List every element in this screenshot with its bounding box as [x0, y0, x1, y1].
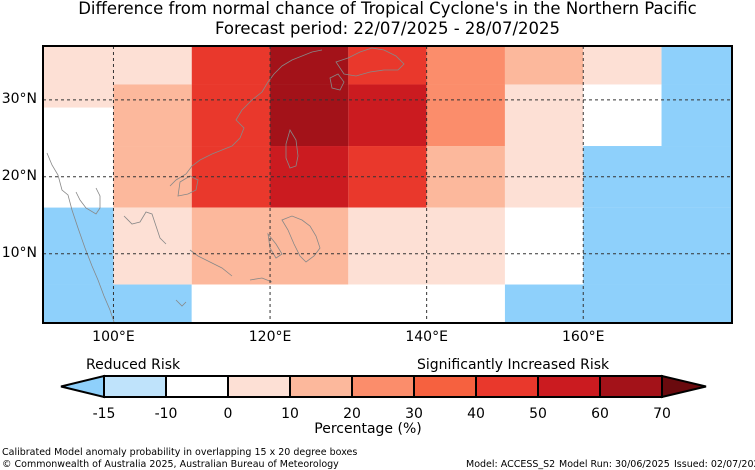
anomaly-cell: [661, 46, 732, 85]
coastline-segment: [169, 49, 323, 187]
colorbar-tick-label: 10: [281, 406, 299, 422]
anomaly-cell: [113, 84, 192, 147]
colorbar-tick-label: -15: [92, 406, 116, 422]
colorbar-bin: [165, 375, 229, 398]
anomaly-cell: [583, 207, 732, 285]
anomaly-cell: [191, 46, 271, 85]
colorbar-under-arrow: [60, 374, 105, 399]
coastline-segment: [175, 299, 187, 307]
anomaly-cell: [270, 84, 349, 147]
colorbar-over-arrow: [661, 374, 707, 399]
colorbar-bin: [351, 375, 415, 398]
colorbar-bin: [227, 375, 291, 398]
issued-date: Issued: 02/07/2025: [674, 459, 755, 470]
chart-title: Difference from normal chance of Tropica…: [78, 0, 697, 18]
colorbar-bin: [537, 375, 601, 398]
colorbar-tick-label: 60: [591, 406, 609, 422]
anomaly-cell: [113, 46, 192, 85]
colorbar-bin: [289, 375, 353, 398]
anomaly-cell: [504, 46, 584, 85]
colorbar-bin: [103, 375, 167, 398]
colorbar-bin: [413, 375, 477, 398]
method-note: Calibrated Model anomaly probability in …: [2, 447, 358, 458]
anomaly-cell: [504, 284, 732, 323]
anomaly-grid: [43, 46, 732, 323]
colorbar-title: Percentage (%): [314, 421, 422, 437]
coastline-segment: [335, 47, 405, 77]
anomaly-cell: [43, 46, 114, 108]
copyright-note: © Commonwealth of Australia 2025, Austra…: [2, 459, 339, 470]
coastline-segment: [123, 211, 167, 245]
colorbar-bin: [599, 375, 663, 398]
longitude-label: 120°E: [248, 329, 292, 345]
anomaly-cell: [583, 84, 662, 147]
map-frame: [42, 45, 733, 324]
coastline: [46, 47, 405, 323]
increased-risk-label: Significantly Increased Risk: [417, 357, 610, 373]
anomaly-cell: [191, 284, 505, 323]
model-run: Model Run: 30/06/2025: [559, 459, 670, 470]
anomaly-cell: [426, 46, 505, 85]
anomaly-cell: [113, 207, 192, 285]
colorbar-tick-label: 50: [529, 406, 547, 422]
colorbar-bin: [475, 375, 539, 398]
colorbar-tick-label: 40: [467, 406, 485, 422]
colorbar-tick-label: 20: [343, 406, 361, 422]
forecast-period: Forecast period: 22/07/2025 - 28/07/2025: [214, 19, 561, 38]
anomaly-cell: [43, 207, 114, 285]
colorbar-tick-label: 70: [653, 406, 671, 422]
coastline-segment: [75, 187, 101, 215]
anomaly-cell: [43, 284, 192, 323]
coastline-segment: [281, 215, 321, 263]
anomaly-cell: [661, 84, 732, 147]
anomaly-cell: [504, 207, 584, 285]
anomaly-cell: [348, 84, 427, 147]
coastline-segment: [46, 152, 115, 323]
reduced-risk-label: Reduced Risk: [86, 357, 181, 373]
latitude-label: 30°N: [1, 90, 37, 107]
latitude-label: 20°N: [1, 167, 37, 184]
longitude-label: 100°E: [92, 329, 135, 345]
coastline-segment: [329, 73, 345, 91]
latitude-label: 10°N: [1, 244, 37, 261]
anomaly-cell: [504, 84, 584, 147]
longitude-label: 160°E: [561, 329, 605, 345]
graticule: [43, 46, 732, 323]
anomaly-cell: [348, 46, 427, 85]
coastline-segment: [285, 129, 299, 169]
anomaly-cell: [191, 84, 271, 147]
anomaly-cell: [583, 46, 662, 85]
longitude-label: 140°E: [405, 329, 448, 345]
colorbar-tick-label: 30: [405, 406, 423, 422]
coastline-segment: [177, 175, 199, 197]
colorbar-tick-label: 0: [223, 406, 233, 422]
coastline-segment: [249, 277, 273, 283]
anomaly-cell: [426, 84, 505, 147]
model-name: Model: ACCESS_S2: [466, 459, 556, 470]
colorbar-tick-label: -10: [154, 406, 178, 422]
